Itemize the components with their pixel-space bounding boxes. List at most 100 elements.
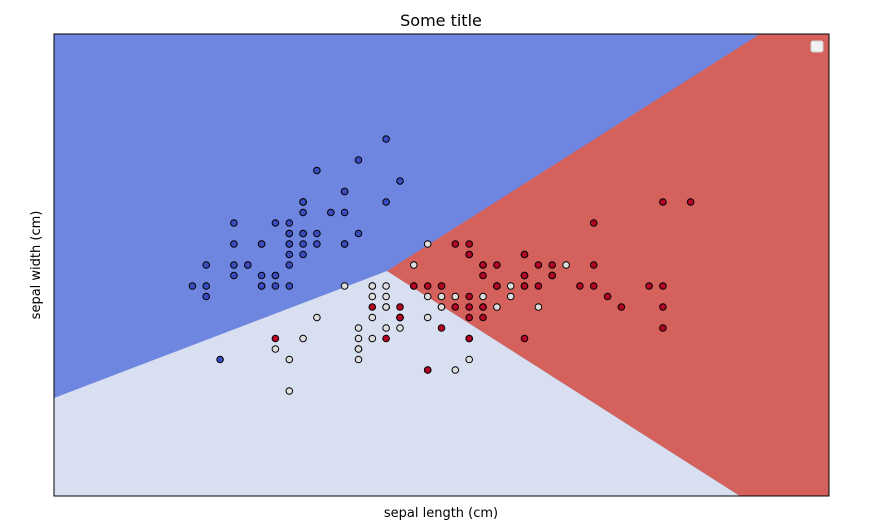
data-point-class-1 — [410, 261, 418, 269]
data-point-class-0 — [285, 219, 294, 227]
legend-box — [810, 40, 824, 53]
data-point-class-1 — [479, 292, 487, 301]
data-point-class-1 — [423, 240, 432, 248]
data-point-class-2 — [465, 292, 474, 301]
data-point-class-2 — [534, 261, 543, 269]
data-point-class-2 — [451, 303, 460, 311]
data-point-class-0 — [271, 271, 280, 280]
data-point-class-0 — [299, 240, 307, 248]
data-point-class-0 — [285, 261, 294, 269]
data-point-class-0 — [257, 271, 266, 280]
data-point-class-1 — [423, 292, 432, 301]
data-point-class-0 — [340, 208, 349, 217]
data-point-class-2 — [576, 282, 584, 290]
x-axis-label: sepal length (cm) — [384, 506, 498, 521]
data-point-class-2 — [645, 282, 653, 290]
data-point-class-2 — [465, 240, 474, 248]
data-point-class-1 — [451, 366, 460, 374]
data-point-class-1 — [382, 282, 390, 290]
data-point-class-2 — [659, 324, 667, 332]
chart-title: Some title — [400, 11, 482, 30]
data-point-class-1 — [354, 334, 363, 343]
data-point-class-0 — [354, 156, 363, 164]
data-point-class-2 — [548, 261, 557, 269]
data-point-class-2 — [659, 303, 667, 311]
data-point-class-0 — [188, 282, 197, 290]
data-point-class-2 — [382, 334, 390, 343]
data-point-class-1 — [506, 292, 515, 301]
data-point-class-0 — [285, 250, 294, 259]
data-point-class-1 — [299, 334, 307, 343]
data-point-class-0 — [382, 198, 390, 206]
data-point-class-0 — [313, 166, 321, 175]
data-point-class-1 — [451, 292, 460, 301]
data-point-class-2 — [465, 313, 474, 322]
data-point-class-1 — [354, 345, 363, 353]
data-point-class-2 — [423, 282, 432, 290]
data-point-class-0 — [285, 240, 294, 248]
data-point-class-0 — [299, 250, 307, 259]
data-point-class-2 — [534, 282, 543, 290]
points-layer — [188, 135, 695, 395]
region-class-2 — [387, 34, 829, 496]
data-point-class-0 — [230, 271, 238, 280]
data-point-class-2 — [437, 282, 446, 290]
data-point-class-2 — [659, 282, 667, 290]
region-class-1 — [54, 271, 740, 496]
data-point-class-1 — [354, 324, 363, 332]
data-point-class-2 — [589, 219, 598, 227]
data-point-class-2 — [465, 250, 474, 259]
data-point-class-2 — [479, 271, 487, 280]
data-point-class-0 — [354, 229, 363, 238]
data-point-class-0 — [230, 240, 238, 248]
data-point-class-2 — [423, 366, 432, 374]
data-point-class-0 — [271, 282, 280, 290]
data-point-class-1 — [562, 261, 570, 269]
data-point-class-0 — [216, 355, 224, 364]
data-point-class-2 — [520, 250, 529, 259]
data-point-class-1 — [340, 282, 349, 290]
data-point-class-2 — [465, 334, 474, 343]
data-point-class-1 — [368, 334, 377, 343]
data-point-class-2 — [396, 303, 404, 311]
data-point-class-0 — [285, 229, 294, 238]
data-point-class-1 — [382, 303, 390, 311]
data-point-class-2 — [479, 261, 487, 269]
data-point-class-0 — [230, 261, 238, 269]
data-point-class-1 — [534, 303, 543, 311]
data-point-class-2 — [493, 261, 501, 269]
data-point-class-1 — [506, 282, 515, 290]
data-point-class-0 — [299, 208, 307, 217]
data-point-class-2 — [589, 282, 598, 290]
data-point-class-0 — [202, 282, 210, 290]
data-point-class-2 — [271, 334, 280, 343]
data-point-class-0 — [313, 229, 321, 238]
data-point-class-2 — [368, 303, 377, 311]
data-point-class-1 — [368, 292, 377, 301]
data-point-class-2 — [520, 282, 529, 290]
data-point-class-2 — [603, 292, 612, 301]
data-point-class-1 — [382, 292, 390, 301]
data-point-class-2 — [659, 198, 667, 206]
data-point-class-1 — [271, 345, 280, 353]
data-point-class-2 — [479, 303, 487, 311]
data-point-class-0 — [257, 240, 266, 248]
data-point-class-0 — [382, 135, 390, 143]
data-point-class-2 — [451, 240, 460, 248]
data-point-class-1 — [382, 324, 390, 332]
data-point-class-2 — [686, 198, 695, 206]
data-point-class-2 — [479, 313, 487, 322]
data-point-class-1 — [313, 313, 321, 322]
data-point-class-2 — [493, 282, 501, 290]
data-point-class-1 — [396, 324, 404, 332]
data-point-class-2 — [396, 313, 404, 322]
data-point-class-1 — [493, 303, 501, 311]
data-point-class-0 — [271, 219, 280, 227]
data-point-class-0 — [299, 198, 307, 206]
data-point-class-0 — [244, 261, 252, 269]
data-point-class-0 — [340, 240, 349, 248]
data-point-class-0 — [396, 177, 404, 185]
plot-frame — [53, 33, 830, 497]
data-point-class-0 — [285, 282, 294, 290]
